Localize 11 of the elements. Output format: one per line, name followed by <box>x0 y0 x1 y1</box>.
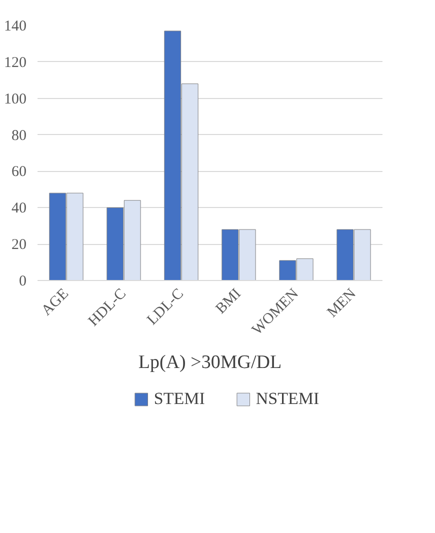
y-tick-label: 60 <box>12 164 26 180</box>
y-tick-label: 20 <box>12 237 26 254</box>
y-tick-label: 140 <box>4 18 26 34</box>
legend-label: STEMI <box>154 388 205 408</box>
y-tick-label: 80 <box>12 128 26 144</box>
y-tick-label: 120 <box>4 54 26 71</box>
y-tick-label: 40 <box>12 200 26 217</box>
y-tick-label: 0 <box>19 274 26 290</box>
x-axis-title: Lp(A) >30MG/DL <box>138 352 282 374</box>
y-tick-label: 100 <box>4 91 26 108</box>
legend-label: NSTEMI <box>256 388 320 408</box>
